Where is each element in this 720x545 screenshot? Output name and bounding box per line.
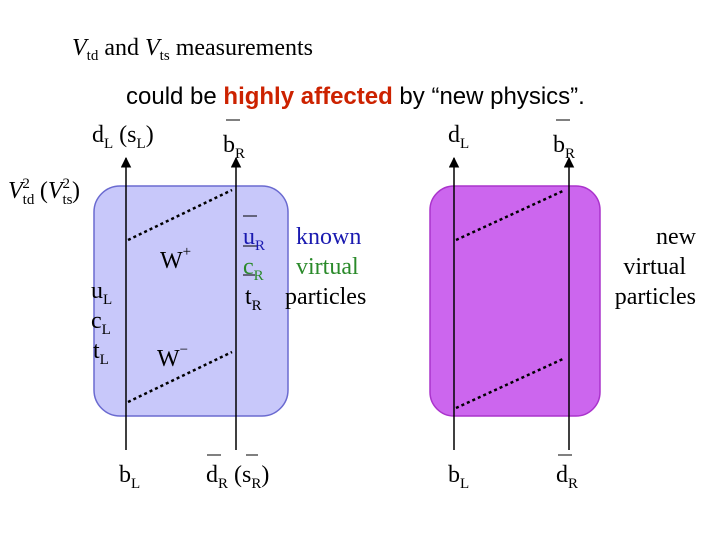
particles-label-right: particles (615, 284, 696, 310)
new-label: new (656, 224, 697, 250)
title-line-2: could be highly affected by “new physics… (126, 83, 585, 110)
left-bottom-right-quark-label: dR (sR) (206, 462, 269, 492)
left-bottom-left-quark-label: bL (119, 462, 140, 492)
known-particles-box (93, 185, 289, 417)
charm-left-quark: cL (91, 308, 111, 338)
up-left-quark: uL (91, 278, 112, 308)
top-left-quark: tL (93, 338, 109, 368)
left-top-left-quark-label: dL (sL) (92, 122, 154, 152)
charm-right-quark: cR (243, 254, 264, 284)
new-boson-line-top (455, 188, 566, 242)
left-top-right-quark-label: bR (223, 132, 245, 162)
particles-label: particles (285, 284, 366, 310)
w-minus-label: W− (157, 342, 188, 372)
known-label: known (296, 224, 361, 250)
vtd-symbol: V (72, 35, 89, 61)
right-top-left-quark-label: dL (448, 122, 469, 152)
new-boson-line-bottom (455, 356, 566, 410)
right-top-right-quark-label: bR (553, 132, 575, 162)
new-particles-box (429, 185, 601, 417)
w-boson-line-top (127, 188, 233, 242)
title-line-1: Vtd and Vts measurements (72, 35, 313, 64)
vts-symbol: V (145, 35, 162, 61)
w-boson-line-bottom (127, 350, 233, 404)
right-bottom-right-quark-label: dR (556, 462, 578, 492)
w-plus-label: W+ (160, 244, 191, 274)
virtual-label: virtual (296, 254, 359, 280)
up-right-quark: uR (243, 224, 265, 254)
virtual-label-right: virtual (623, 254, 686, 280)
top-right-quark: tR (245, 284, 262, 314)
highlight-text: highly affected (223, 83, 392, 110)
right-bottom-left-quark-label: bL (448, 462, 469, 492)
vtd-vts-squared-label: Vtd2 (Vts2) (8, 176, 80, 208)
